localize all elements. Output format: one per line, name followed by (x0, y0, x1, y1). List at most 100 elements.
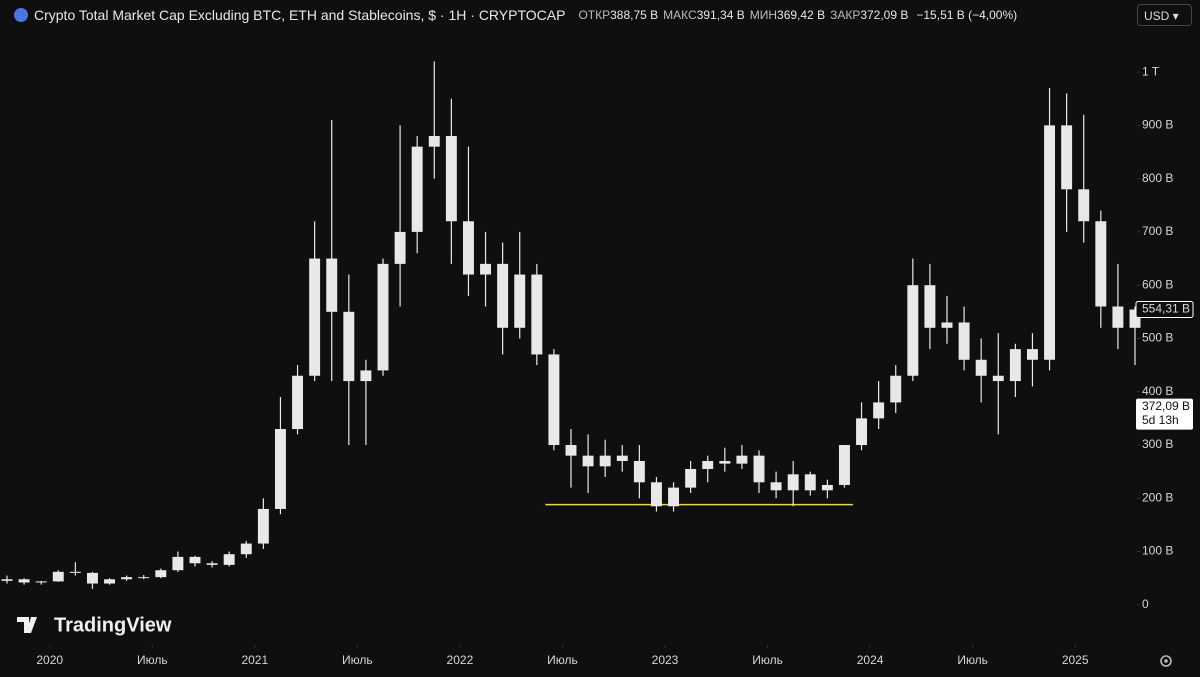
candle-body (1129, 309, 1141, 328)
ohlc-value: 391,34 B (696, 8, 745, 22)
candle-body (326, 258, 338, 312)
candle-body (753, 455, 765, 483)
x-tick-label: Июль (137, 653, 168, 667)
candle-body (838, 445, 850, 485)
candle-body (1009, 349, 1021, 382)
y-tick-label: 900 B (1142, 118, 1173, 132)
gear-center[interactable] (1164, 659, 1168, 663)
ohlc-values: ОТКР388,75 B МАКС391,34 B МИН369,42 B ЗАКР3… (573, 8, 908, 22)
candle-body (1026, 349, 1038, 360)
candle-body (121, 577, 133, 580)
candle-body (411, 146, 423, 232)
price-label-box (1136, 398, 1193, 430)
candle-body (1078, 189, 1090, 222)
symbol-logo (14, 8, 28, 22)
price-label: 554,31 B (1142, 302, 1190, 316)
candle-body (719, 460, 731, 464)
candle-body (924, 285, 936, 328)
candle-body (736, 455, 748, 464)
x-tick-label: 2025 (1062, 653, 1089, 667)
candle-body (394, 231, 406, 264)
candle-body (548, 354, 560, 446)
candle-body (1061, 125, 1073, 190)
candle-body (138, 577, 150, 579)
candle-body (240, 543, 252, 555)
candle-body (445, 136, 457, 222)
candle-body (69, 571, 81, 573)
candle-body (958, 322, 970, 360)
y-tick-label: 300 B (1142, 437, 1173, 451)
candle-body (668, 487, 680, 507)
candle-body (292, 375, 304, 430)
candle-body (616, 455, 628, 461)
currency-button[interactable]: USD ▾ (1137, 4, 1192, 26)
ohlc-value: 388,75 B (610, 8, 659, 22)
countdown: 5d 13h (1142, 413, 1179, 427)
brand-logo: TradingView (17, 614, 172, 636)
price-label: 372,09 B (1142, 399, 1190, 413)
candle-body (787, 474, 799, 491)
candle-body (1095, 221, 1107, 307)
header: Crypto Total Market Cap Excluding BTC, E… (14, 5, 1017, 25)
candle-body (685, 468, 697, 488)
ohlc-value: 372,09 B (860, 8, 909, 22)
candle-body (907, 285, 919, 376)
y-tick-label: 0 (1142, 597, 1149, 611)
candle-body (770, 482, 782, 491)
ohlc-label: ОТКР (578, 8, 611, 22)
candle-body (992, 375, 1004, 382)
candle-body (377, 263, 389, 371)
y-tick-label: 400 B (1142, 384, 1173, 398)
y-tick-label: 700 B (1142, 224, 1173, 238)
candle-body (873, 402, 885, 419)
price-label-box (1135, 301, 1194, 319)
ohlc-label: МАКС (663, 8, 697, 22)
candle-body (343, 311, 355, 382)
candle-body (582, 455, 594, 467)
candle-body (821, 484, 833, 491)
ohlc-label: ЗАКР (830, 8, 861, 22)
y-tick-label: 1 T (1142, 64, 1160, 78)
settings-icon[interactable] (1160, 655, 1172, 667)
candle-body (52, 571, 64, 582)
candle-body (462, 221, 474, 275)
x-tick-label: 2021 (241, 653, 268, 667)
candle-body (172, 556, 184, 571)
candle-body (206, 563, 218, 565)
candle-body (223, 554, 235, 565)
candle-body (1112, 306, 1124, 328)
candle-body (274, 429, 286, 509)
ohlc-value: 369,42 B (777, 8, 826, 22)
x-tick-label: Июль (752, 653, 783, 667)
candle-body (497, 263, 509, 328)
symbol-title[interactable]: Crypto Total Market Cap Excluding BTC, E… (34, 7, 566, 23)
y-tick-label: 800 B (1142, 171, 1173, 185)
candle-body (480, 263, 492, 275)
y-tick-label: 500 B (1142, 331, 1173, 345)
x-tick-label: 2023 (652, 653, 679, 667)
candle-body (531, 274, 543, 355)
candle-body (428, 136, 440, 147)
x-tick-label: 2020 (36, 653, 63, 667)
candle-body (975, 359, 987, 376)
candle-body (18, 579, 30, 583)
candle-body (189, 556, 201, 564)
ohlc-label: МИН (749, 8, 778, 22)
x-tick-label: Июль (957, 653, 988, 667)
candle-body (890, 375, 902, 403)
candle-body (155, 570, 167, 578)
candle-body (1, 579, 13, 581)
candle-body (856, 418, 868, 446)
candle-body (633, 460, 645, 483)
candle-body (104, 579, 116, 584)
currency[interactable]: USD (1144, 9, 1170, 23)
gear[interactable] (1160, 655, 1172, 667)
candle-body (309, 258, 321, 376)
y-tick-label: 100 B (1142, 544, 1173, 558)
x-tick-label: 2024 (857, 653, 884, 667)
x-tick-label: Июль (342, 653, 373, 667)
candle-body (599, 455, 611, 467)
y-tick-label: 600 B (1142, 277, 1173, 291)
